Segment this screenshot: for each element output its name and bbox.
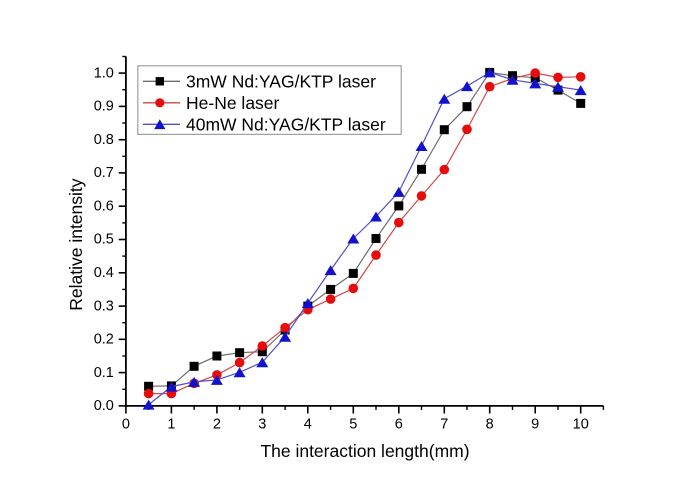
svg-text:0.9: 0.9	[94, 99, 114, 115]
svg-text:4: 4	[304, 417, 312, 433]
svg-text:8: 8	[486, 417, 494, 433]
svg-text:0.2: 0.2	[94, 332, 114, 348]
svg-text:0.6: 0.6	[94, 198, 114, 214]
svg-text:He-Ne laser: He-Ne laser	[186, 93, 280, 113]
svg-text:1.0: 1.0	[94, 65, 114, 81]
svg-text:2: 2	[213, 417, 221, 433]
svg-text:0.1: 0.1	[94, 365, 114, 381]
svg-text:40mW Nd:YAG/KTP laser: 40mW Nd:YAG/KTP laser	[186, 114, 386, 134]
svg-text:0.3: 0.3	[94, 298, 114, 314]
svg-text:0: 0	[122, 417, 130, 433]
svg-text:0.8: 0.8	[94, 132, 114, 148]
svg-text:6: 6	[395, 417, 403, 433]
svg-text:0.4: 0.4	[94, 265, 114, 281]
svg-text:9: 9	[531, 417, 539, 433]
svg-text:3mW Nd:YAG/KTP laser: 3mW Nd:YAG/KTP laser	[186, 71, 376, 91]
svg-text:Relative intensity: Relative intensity	[66, 178, 86, 311]
svg-text:0.7: 0.7	[94, 165, 114, 181]
svg-text:5: 5	[349, 417, 357, 433]
svg-text:0.0: 0.0	[94, 398, 114, 414]
svg-text:10: 10	[573, 417, 589, 433]
svg-text:The interaction length(mm): The interaction length(mm)	[260, 441, 469, 461]
svg-text:1: 1	[167, 417, 175, 433]
svg-text:0.5: 0.5	[94, 232, 114, 248]
svg-text:7: 7	[440, 417, 448, 433]
svg-text:3: 3	[258, 417, 266, 433]
